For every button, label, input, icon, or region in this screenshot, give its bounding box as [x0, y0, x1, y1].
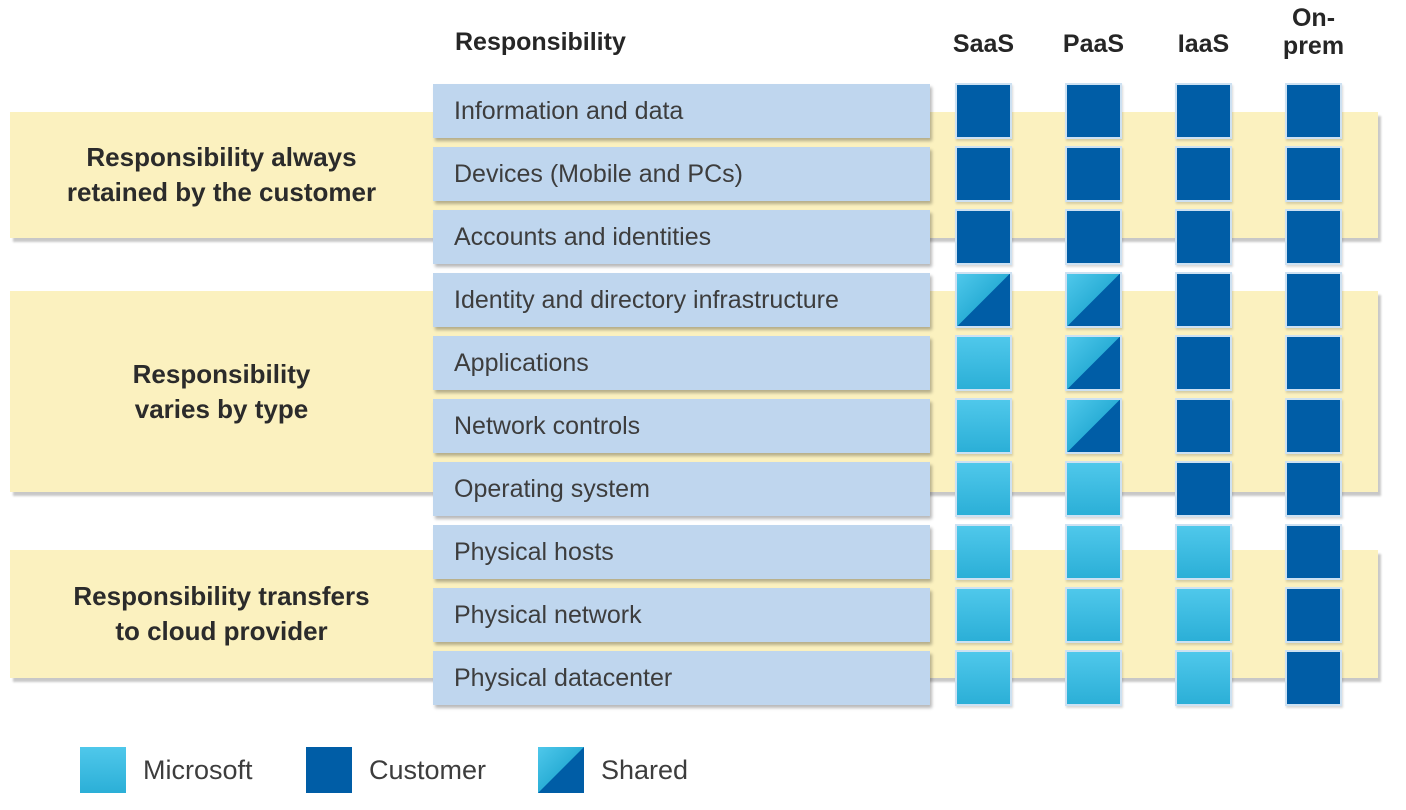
matrix-cell-customer: [1175, 272, 1232, 328]
legend-item-customer: Customer: [306, 747, 486, 793]
matrix-cell-customer: [955, 146, 1012, 202]
row-label-text: Devices (Mobile and PCs): [454, 159, 743, 188]
matrix-cell-microsoft: [1175, 524, 1232, 580]
legend-item-shared: Shared: [538, 747, 688, 793]
matrix-cell-microsoft: [1065, 587, 1122, 643]
column-header-paas: PaaS: [1062, 30, 1125, 58]
matrix-cell-customer: [1285, 209, 1342, 265]
legend-swatch-microsoft: [80, 747, 126, 793]
matrix-cell-customer: [1175, 209, 1232, 265]
legend-swatch-shared: [538, 747, 584, 793]
row-label-text: Operating system: [454, 474, 650, 503]
column-header-saas: SaaS: [952, 30, 1015, 58]
matrix-cell-customer: [1175, 335, 1232, 391]
row-label-text: Physical datacenter: [454, 663, 673, 692]
column-header-onprem: On- prem: [1282, 4, 1345, 60]
matrix-cell-customer: [1285, 461, 1342, 517]
group-band-label: Responsibility transfers to cloud provid…: [73, 581, 370, 646]
matrix-cell-customer: [1065, 83, 1122, 139]
matrix-cell-microsoft: [1065, 524, 1122, 580]
matrix-cell-microsoft: [1065, 650, 1122, 706]
row-label-text: Applications: [454, 348, 589, 377]
legend-label: Customer: [369, 754, 487, 785]
matrix-cell-customer: [1285, 524, 1342, 580]
matrix-cell-microsoft: [955, 335, 1012, 391]
matrix-cell-shared: [1065, 398, 1122, 454]
matrix-cell-microsoft: [955, 461, 1012, 517]
matrix-cell-customer: [1285, 146, 1342, 202]
matrix-cell-microsoft: [1065, 461, 1122, 517]
row-label: Information and data: [433, 84, 930, 138]
matrix-cell-microsoft: [955, 398, 1012, 454]
matrix-cell-customer: [1175, 83, 1232, 139]
matrix-cell-microsoft: [955, 524, 1012, 580]
row-label-text: Network controls: [454, 411, 641, 440]
matrix-cell-customer: [1285, 587, 1342, 643]
row-label: Accounts and identities: [433, 210, 930, 264]
matrix-cell-shared: [955, 272, 1012, 328]
matrix-cell-shared: [1065, 272, 1122, 328]
group-band: Responsibility varies by type: [10, 291, 1378, 492]
row-label-text: Physical hosts: [454, 537, 614, 566]
legend-label: Microsoft: [143, 754, 253, 785]
row-label: Network controls: [433, 399, 930, 453]
legend-item-microsoft: Microsoft: [80, 747, 253, 793]
legend-swatch-customer: [306, 747, 352, 793]
matrix-cell-microsoft: [955, 650, 1012, 706]
row-label: Physical datacenter: [433, 651, 930, 705]
row-label: Identity and directory infrastructure: [433, 273, 930, 327]
matrix-cell-microsoft: [1175, 587, 1232, 643]
matrix-cell-customer: [1285, 272, 1342, 328]
matrix-cell-customer: [1175, 146, 1232, 202]
group-band-label: Responsibility varies by type: [132, 358, 311, 424]
matrix-cell-customer: [955, 209, 1012, 265]
row-label-text: Accounts and identities: [454, 222, 712, 251]
column-header-iaas: IaaS: [1177, 30, 1230, 58]
matrix-cell-customer: [1285, 83, 1342, 139]
row-label: Devices (Mobile and PCs): [433, 147, 930, 201]
matrix-cell-microsoft: [1175, 650, 1232, 706]
matrix-cell-customer: [955, 83, 1012, 139]
matrix-cell-microsoft: [955, 587, 1012, 643]
row-label: Applications: [433, 336, 930, 390]
matrix-cell-customer: [1175, 398, 1232, 454]
row-label-text: Information and data: [454, 96, 684, 125]
matrix-cell-customer: [1285, 335, 1342, 391]
row-label: Physical hosts: [433, 525, 930, 579]
row-label-text: Identity and directory infrastructure: [454, 285, 839, 314]
group-band-label: Responsibility always retained by the cu…: [66, 142, 377, 207]
row-label-text: Physical network: [454, 600, 642, 629]
matrix-cell-customer: [1065, 209, 1122, 265]
legend-label: Shared: [601, 754, 689, 785]
row-label: Physical network: [433, 588, 930, 642]
matrix-cell-customer: [1065, 146, 1122, 202]
matrix-cell-customer: [1285, 650, 1342, 706]
matrix-cell-customer: [1175, 461, 1232, 517]
column-header-responsibility: Responsibility: [455, 28, 626, 56]
matrix-cell-shared: [1065, 335, 1122, 391]
matrix-cell-customer: [1285, 398, 1342, 454]
row-label: Operating system: [433, 462, 930, 516]
